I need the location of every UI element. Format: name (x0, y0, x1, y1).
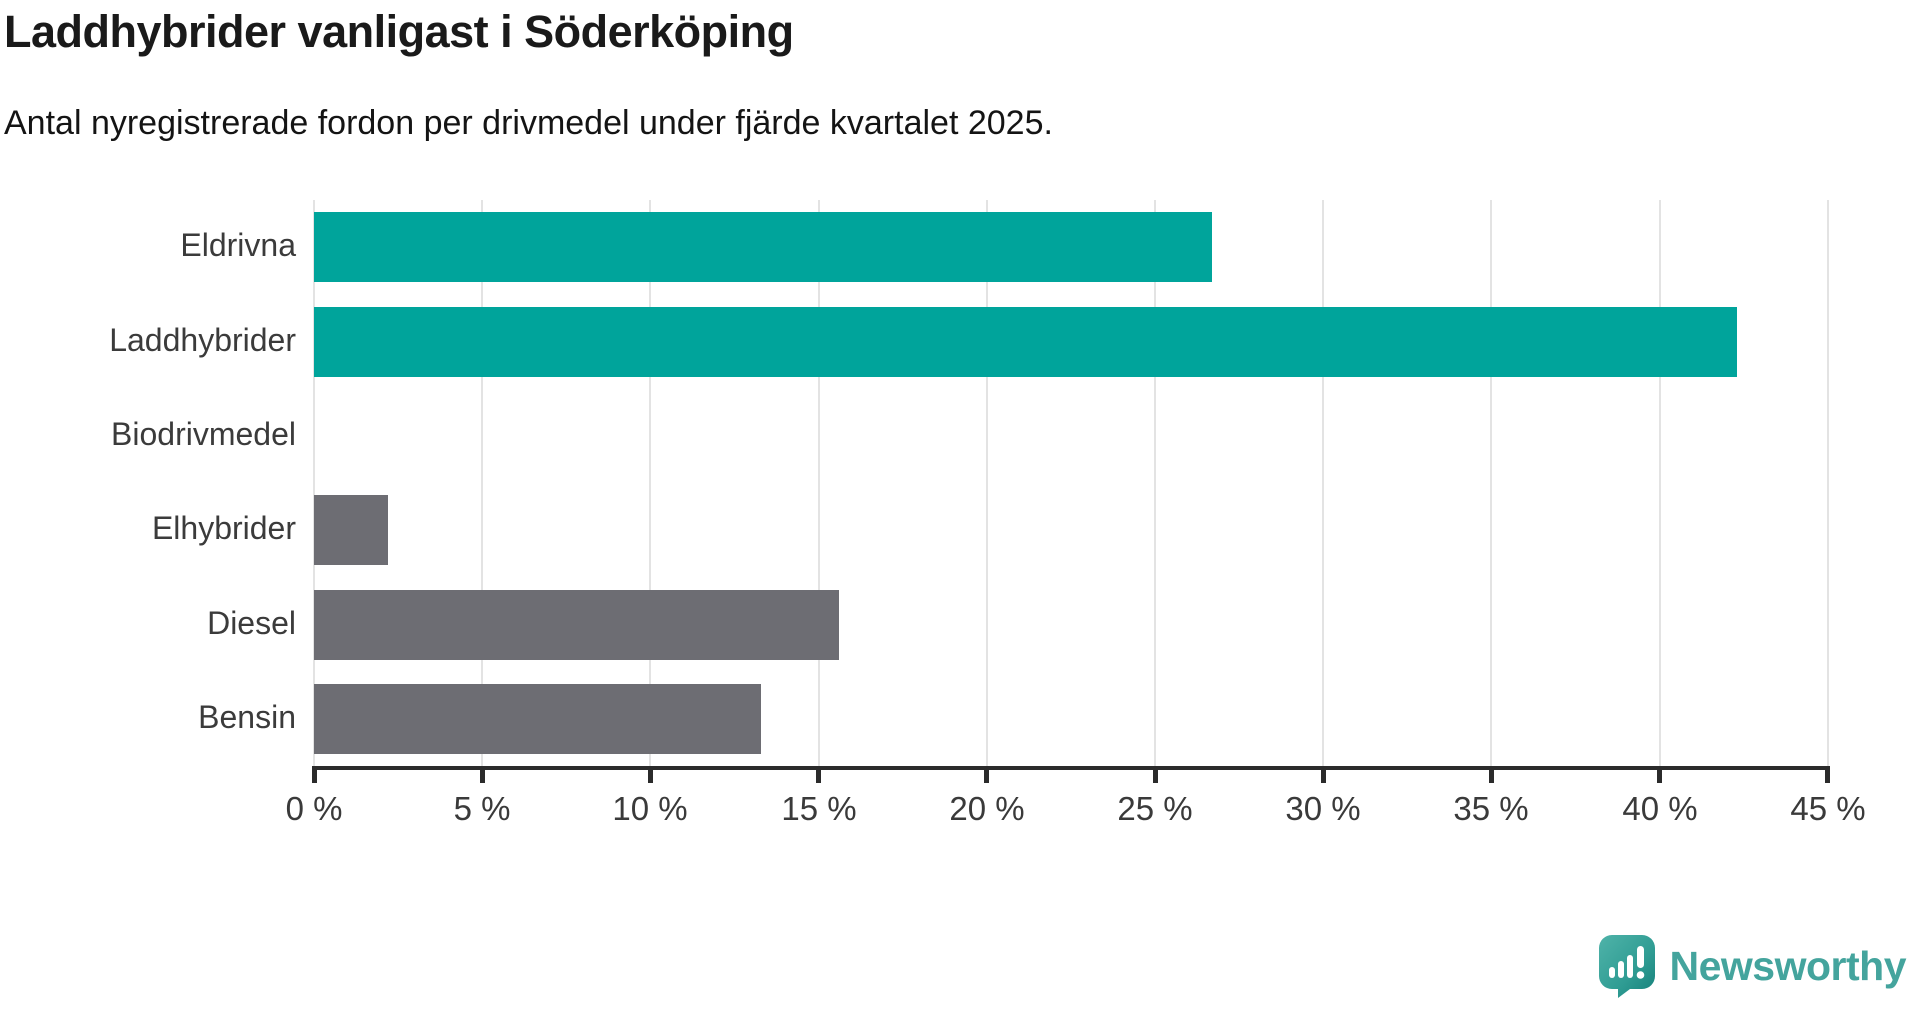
bar-eldrivna (314, 212, 1212, 282)
gridline (1322, 200, 1325, 766)
gridline (1826, 200, 1829, 766)
x-axis-tick (1657, 766, 1662, 783)
x-axis-tick (648, 766, 653, 783)
category-label: Laddhybrider (109, 322, 296, 358)
x-axis-line (312, 766, 1830, 770)
category-label: Elhybrider (151, 510, 296, 546)
chart-title: Laddhybrider vanligast i Söderköping (4, 6, 794, 57)
x-axis-tick-label: 15 % (781, 790, 857, 827)
gridline (649, 200, 652, 766)
gridline (481, 200, 484, 766)
category-label: Diesel (207, 605, 296, 641)
x-axis-tick-label: 25 % (1117, 790, 1193, 827)
newsworthy-logo[interactable]: Newsworthy (1598, 934, 1907, 998)
gridline (1154, 200, 1156, 766)
x-axis-tick-label: 5 % (453, 790, 511, 827)
x-axis-tick (1489, 766, 1494, 783)
category-label: Bensin (198, 699, 296, 735)
gridline (313, 200, 315, 766)
x-axis-tick-label: 20 % (949, 790, 1025, 827)
x-axis-tick (1321, 766, 1326, 783)
x-axis-tick-label: 30 % (1285, 790, 1361, 827)
x-axis-tick (480, 766, 485, 783)
newsworthy-logo-text: Newsworthy (1669, 942, 1907, 989)
newsworthy-logo-icon (1598, 934, 1656, 998)
category-label: Biodrivmedel (111, 416, 296, 452)
gridline (817, 200, 820, 766)
x-axis-tick-label: 0 % (285, 790, 343, 827)
gridline (1490, 200, 1493, 766)
x-axis-tick (1153, 766, 1158, 783)
bar-diesel (314, 590, 839, 660)
x-axis-tick-label: 45 % (1790, 790, 1866, 827)
chart-subtitle: Antal nyregistrerade fordon per drivmede… (4, 104, 1053, 142)
x-axis-tick (984, 766, 989, 783)
bar-elhybrider (314, 495, 388, 565)
x-axis-tick-label: 10 % (612, 790, 688, 827)
x-axis-tick (816, 766, 821, 783)
bar-laddhybrider (314, 307, 1737, 377)
x-axis-tick-label: 35 % (1453, 790, 1529, 827)
bar-bensin (314, 684, 761, 754)
x-axis-tick (312, 766, 317, 783)
category-label: Eldrivna (180, 227, 296, 263)
gridline (1658, 200, 1661, 766)
x-axis-tick (1825, 766, 1830, 783)
x-axis-tick-label: 40 % (1622, 790, 1698, 827)
gridline (985, 200, 988, 766)
